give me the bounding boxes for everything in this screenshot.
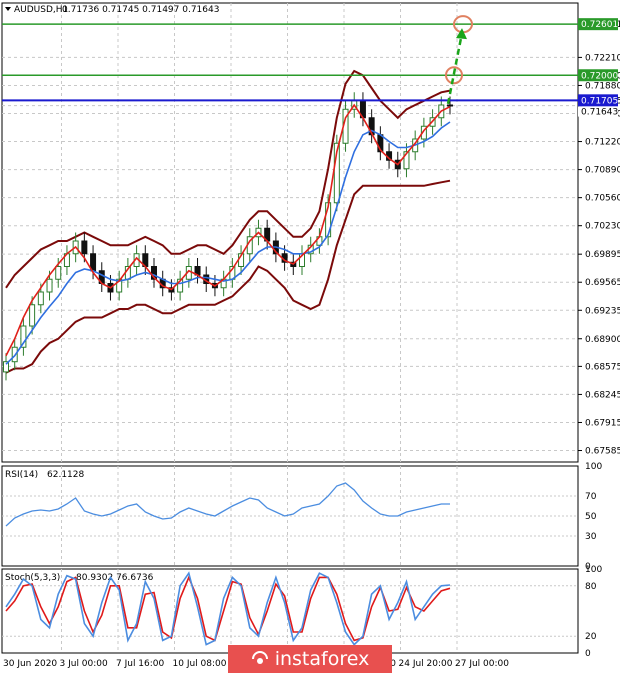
candle-body — [420, 125, 427, 140]
x-tick-label: 7 Jul 16:00 — [116, 659, 165, 669]
level-value-box — [578, 69, 618, 82]
stoch-value: 80.9302 76.6736 — [76, 573, 154, 583]
candle-body — [46, 278, 53, 293]
level-value-label: 0.71705 — [581, 96, 618, 106]
rsi-tick-label: 70 — [585, 492, 597, 502]
rsi-tick-label: 100 — [585, 462, 602, 472]
candle-body — [177, 278, 184, 293]
candle-body — [37, 291, 44, 306]
bollinger-upper-line — [5, 69, 451, 289]
x-tick-label: 3 Jul 00:00 — [60, 659, 109, 669]
rsi-line — [5, 482, 450, 527]
level-value-label: 0.72000 — [581, 71, 618, 81]
ma-fast-line — [5, 103, 451, 357]
stoch-tick-label: 0 — [585, 649, 591, 659]
current-price-label: 0.71643 — [581, 108, 618, 118]
level-value-box — [578, 18, 618, 31]
candle-body — [333, 142, 340, 204]
y-tick-label: 0.69235 — [585, 306, 620, 316]
y-tick-label: 0.71880 — [585, 81, 620, 91]
chart-ohlc: 0.71736 0.71745 0.71497 0.71643 — [62, 5, 219, 15]
rsi-value: 62.1128 — [47, 470, 84, 480]
y-tick-label: 0.72940 — [585, 0, 620, 1]
y-tick-label: 0.70230 — [585, 222, 620, 232]
current-price-box — [578, 106, 618, 117]
x-tick-label: 27 Jul 00:00 — [455, 659, 509, 669]
stoch-title: Stoch(5,3,3) — [5, 573, 60, 583]
y-tick-label: 0.67585 — [585, 447, 620, 457]
x-tick-label: 10 Jul 08:00 — [173, 659, 227, 669]
main-panel-frame — [1, 2, 579, 463]
y-tick-label: 0.71220 — [585, 138, 620, 148]
instaforex-logo: instaforex — [228, 645, 392, 673]
chart-symbol: AUDUSD,H1 — [14, 5, 68, 15]
candle-body — [403, 151, 410, 170]
y-tick-label: 0.69565 — [585, 278, 620, 288]
candle-body — [3, 361, 9, 373]
logo-text: instaforex — [274, 648, 370, 670]
forecast-arrow-line — [446, 37, 463, 105]
y-tick-label: 0.70890 — [585, 166, 620, 176]
y-tick-label: 0.68900 — [585, 335, 620, 345]
logo-mark-icon — [251, 650, 269, 668]
y-tick-label: 0.67915 — [585, 418, 620, 428]
rsi-tick-label: 0 — [585, 562, 591, 572]
rsi-tick-label: 50 — [585, 512, 597, 522]
candle-body — [81, 240, 88, 255]
stoch-main-line — [5, 571, 451, 646]
level-value-box — [578, 94, 618, 107]
level-value-label: 0.72601 — [581, 20, 618, 30]
candle-body — [29, 304, 36, 327]
rsi-tick-label: 30 — [585, 532, 597, 542]
rsi-title: RSI(14) — [5, 470, 38, 480]
x-tick-label: 24 Jul 20:00 — [399, 659, 453, 669]
y-tick-label: 0.72210 — [585, 53, 620, 63]
stoch-tick-label: 80 — [585, 582, 597, 592]
y-tick-label: 0.70560 — [585, 194, 620, 204]
candle-body — [20, 325, 27, 348]
candle-body — [55, 266, 62, 280]
candle-body — [151, 266, 157, 280]
stoch-tick-label: 100 — [585, 565, 602, 575]
candle-body — [116, 278, 123, 293]
bollinger-lower-line — [5, 179, 451, 374]
target-circle-1 — [445, 66, 463, 85]
y-tick-label: 0.68245 — [585, 390, 620, 400]
stoch-signal-line — [5, 575, 451, 642]
header-dropdown-icon — [5, 7, 11, 11]
y-tick-label: 0.69895 — [585, 250, 620, 260]
stoch-tick-label: 20 — [585, 632, 597, 642]
ma-slow-line — [5, 121, 451, 365]
x-tick-label: 30 Jun 2020 — [3, 659, 57, 669]
y-tick-label: 0.68575 — [585, 362, 620, 372]
forecast-arrow-head-icon — [456, 28, 467, 40]
candle-body — [447, 104, 453, 107]
